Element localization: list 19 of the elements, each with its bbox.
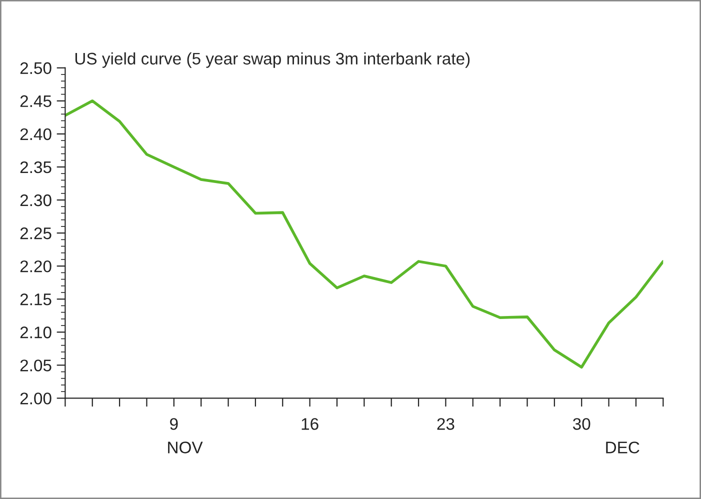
y-tick-label: 2.50 xyxy=(20,62,52,74)
x-tick-label: 16 xyxy=(302,418,318,430)
y-tick-label: 2.25 xyxy=(20,227,52,240)
text: DEC xyxy=(606,442,640,454)
y-tick-label: 2.45 xyxy=(20,95,52,108)
x-tick-label: 30 xyxy=(572,418,590,430)
x-tick-label: 23 xyxy=(437,418,454,430)
y-tick-label: 2.40 xyxy=(20,128,52,140)
y-tick-label: 2.30 xyxy=(20,194,52,206)
text: NOV xyxy=(168,442,203,454)
x-tick-label: 9 xyxy=(170,418,178,430)
y-tick-label: 2.00 xyxy=(20,392,52,404)
y-tick-label: 2.35 xyxy=(20,161,52,174)
line-series xyxy=(65,100,664,369)
chart-title: US yield curve (5 year swap minus 3m interbank rate) xyxy=(75,52,470,68)
y-tick-label: 2.10 xyxy=(20,326,52,338)
y-tick-label: 2.20 xyxy=(20,260,52,272)
y-tick-label: 2.15 xyxy=(20,294,52,306)
y-tick-label: 2.05 xyxy=(20,360,52,372)
